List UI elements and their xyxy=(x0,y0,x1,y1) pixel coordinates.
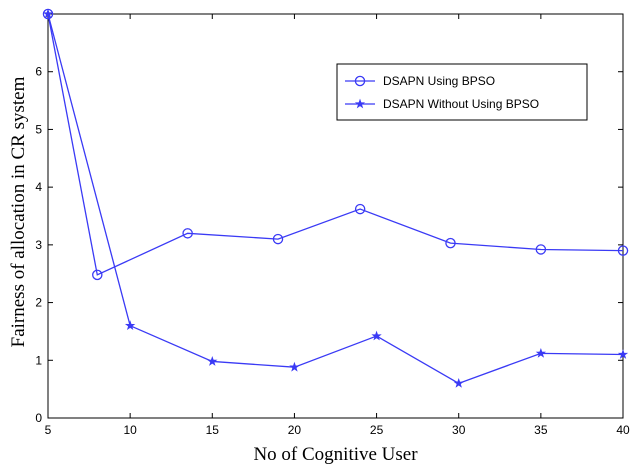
y-tick-label: 4 xyxy=(35,180,42,194)
data-point xyxy=(124,320,136,331)
legend-marker xyxy=(354,98,366,109)
legend-entry: DSAPN Using BPSO xyxy=(345,74,495,88)
legend-box xyxy=(336,63,588,121)
x-tick-label: 25 xyxy=(370,423,384,437)
data-point xyxy=(182,228,193,239)
y-axis-title: Fairness of allocation in CR system xyxy=(8,76,29,347)
data-point xyxy=(207,356,218,366)
legend-label: DSAPN Without Using BPSO xyxy=(383,97,539,111)
data-point xyxy=(289,361,300,372)
data-point xyxy=(535,244,547,255)
y-tick-label: 1 xyxy=(35,353,42,367)
legend: DSAPN Using BPSO DSAPN Without Using BPSO xyxy=(336,63,588,121)
x-tick-label: 10 xyxy=(123,423,137,437)
x-tick-label: 15 xyxy=(206,423,220,437)
data-point xyxy=(617,245,629,256)
legend-marker xyxy=(354,75,366,87)
y-tick-label: 0 xyxy=(35,411,42,425)
x-tick-label: 35 xyxy=(534,423,548,437)
data-point xyxy=(371,330,382,341)
y-tick-label: 6 xyxy=(35,65,42,79)
series-layer xyxy=(42,8,629,388)
data-point xyxy=(453,377,464,388)
data-point xyxy=(42,8,54,19)
y-tick-label: 3 xyxy=(35,238,42,252)
legend-label: DSAPN Using BPSO xyxy=(383,74,495,88)
y-tick-label: 2 xyxy=(35,296,42,310)
series-line xyxy=(47,13,624,385)
data-point xyxy=(272,233,284,245)
series-2 xyxy=(42,8,629,388)
data-point xyxy=(445,237,456,249)
series-line xyxy=(47,13,624,276)
data-point xyxy=(535,347,547,358)
data-point xyxy=(92,269,103,281)
data-point xyxy=(354,203,366,215)
y-tick-label: 5 xyxy=(35,122,42,136)
x-tick-label: 30 xyxy=(452,423,466,437)
axes-ticks: 5 10 15 20 25 30 35 40 0 1 2 3 4 5 6 xyxy=(35,14,630,437)
x-tick-label: 40 xyxy=(616,423,630,437)
x-tick-label: 20 xyxy=(288,423,302,437)
legend-entry: DSAPN Without Using BPSO xyxy=(345,97,539,111)
x-axis-title: No of Cognitive User xyxy=(253,444,418,465)
x-tick-label: 5 xyxy=(45,423,52,437)
data-point xyxy=(617,349,629,359)
